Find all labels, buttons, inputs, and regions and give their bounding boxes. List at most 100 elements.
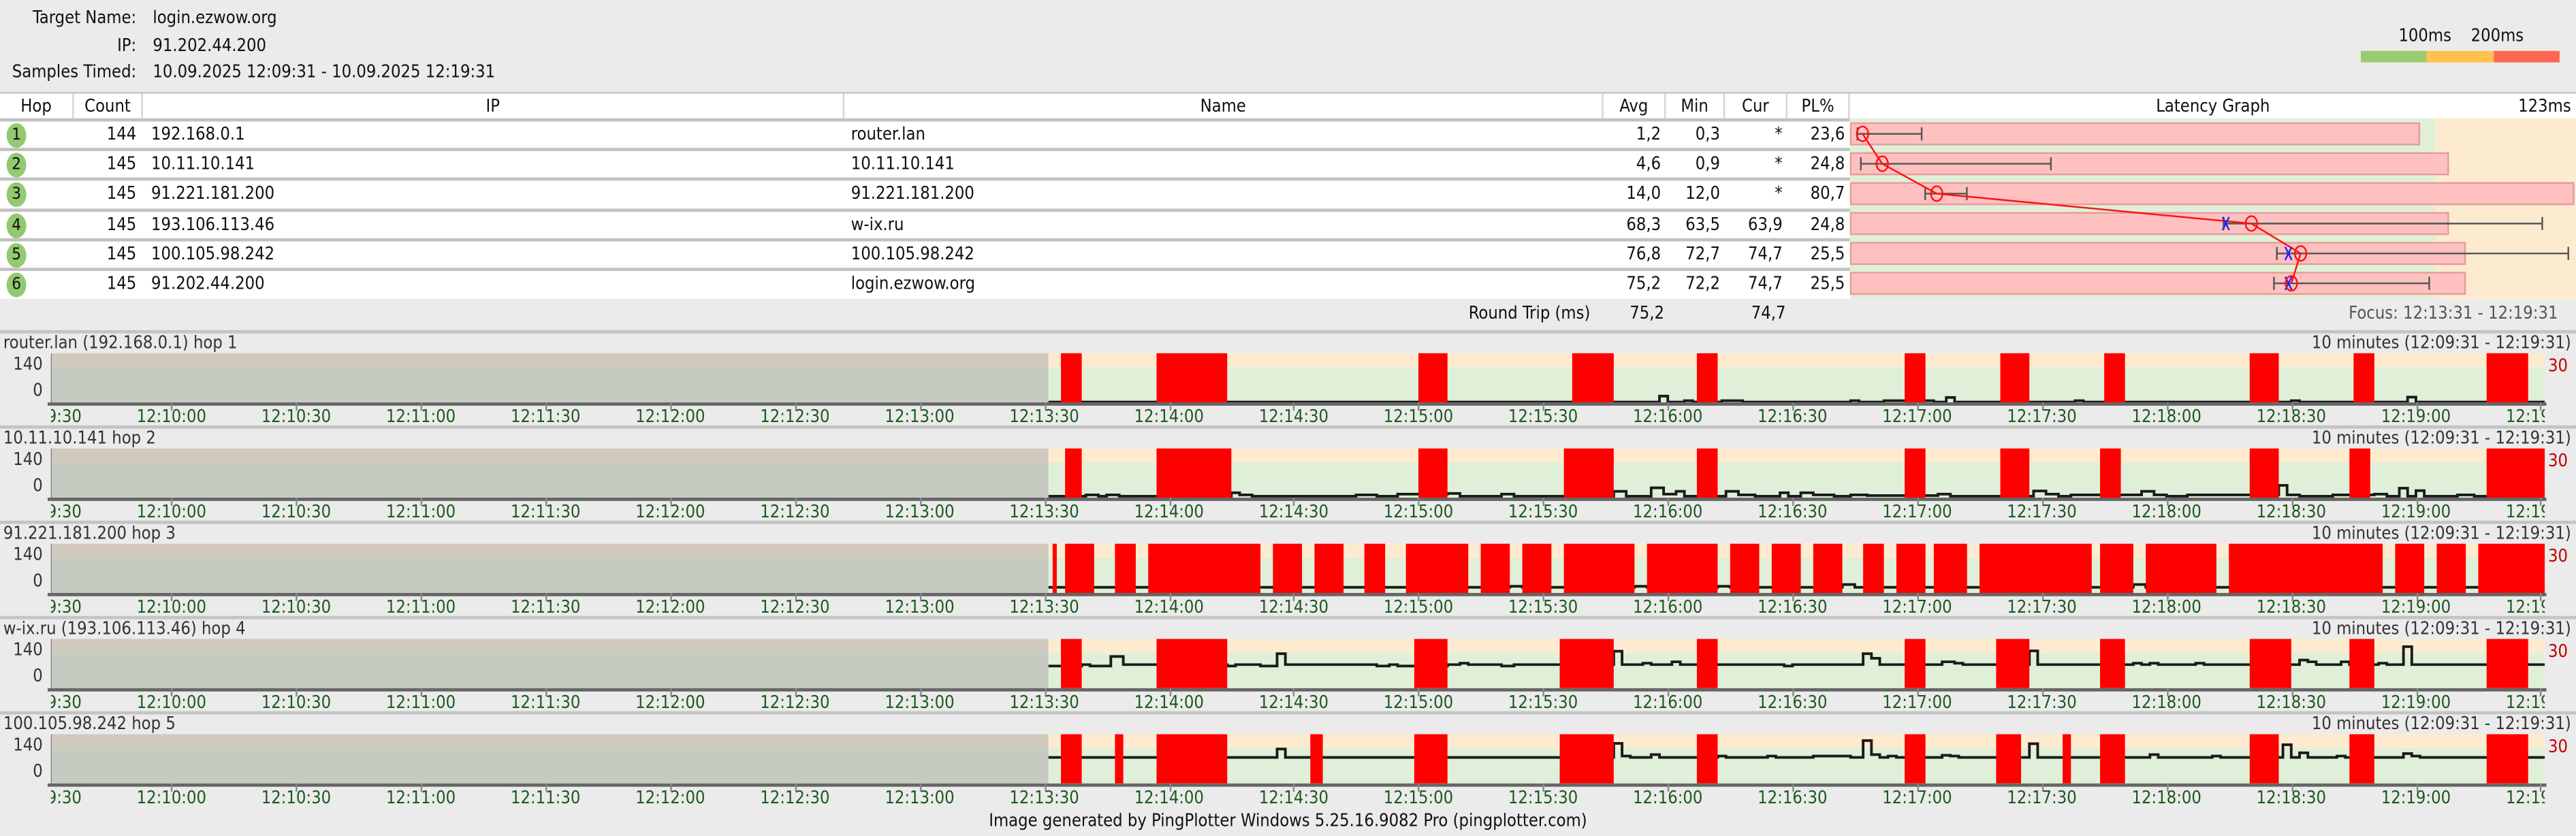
- y-tick-label: 140: [13, 640, 43, 660]
- x-tick-label: 12:10:00: [136, 788, 206, 807]
- x-tick-mark: [296, 592, 298, 602]
- footer-credit: Image generated by PingPlotter Windows 5…: [0, 806, 2576, 836]
- column-min[interactable]: Min: [1666, 93, 1726, 120]
- hop-cur: 74,7: [1747, 244, 1783, 264]
- x-tick-mark: [2415, 783, 2418, 792]
- y-tick-label: 0: [33, 571, 43, 592]
- column-ip[interactable]: IP: [143, 93, 845, 120]
- good-zone: [1048, 653, 2545, 688]
- packet-loss-bar: [1979, 543, 2092, 593]
- x-tick-label: 12:18:30: [2256, 598, 2326, 616]
- x-tick-label: 12:09:30: [51, 502, 82, 521]
- target-name-value: login.ezwow.org: [153, 8, 277, 29]
- hop-pl: 24,8: [1810, 155, 1845, 175]
- packet-loss-bar: [2249, 639, 2291, 688]
- hop-name: 100.105.98.242: [850, 244, 974, 264]
- hop-row[interactable]: 4 145 193.106.113.46 w-ix.ru 68,3 63,5 63,9 24,…: [0, 208, 1850, 238]
- packet-loss-bar: [2100, 543, 2133, 593]
- column-name[interactable]: Name: [844, 93, 1604, 120]
- column-pl[interactable]: PL%: [1787, 93, 1850, 120]
- inactive-zone-good: [50, 367, 1049, 403]
- x-tick-mark: [919, 783, 921, 792]
- hop-pl: 25,5: [1810, 244, 1845, 264]
- warn-zone: [1048, 734, 2545, 749]
- x-tick-mark: [1792, 498, 1794, 507]
- x-tick-mark: [1418, 783, 1420, 792]
- x-tick-mark: [421, 498, 423, 507]
- x-axis-line: [47, 498, 2547, 501]
- latency-timeline-plot[interactable]: [50, 639, 2545, 688]
- x-tick-label: 12:18:00: [2131, 693, 2201, 711]
- column-count[interactable]: Count: [74, 93, 143, 120]
- hop-number-badge: 3: [6, 182, 27, 208]
- legend-200ms-label: 200ms: [2470, 26, 2524, 46]
- hop-number-badge: 5: [6, 242, 27, 268]
- x-tick-mark: [171, 402, 174, 411]
- hop-number-badge: 2: [6, 152, 27, 178]
- column-cur[interactable]: Cur: [1725, 93, 1787, 120]
- latency-timeline-plot[interactable]: [50, 353, 2545, 403]
- latency-timeline-plot[interactable]: [50, 543, 2545, 593]
- x-tick-label: 12:13:00: [885, 693, 955, 711]
- x-tick-mark: [2166, 592, 2169, 602]
- x-tick-mark: [1044, 688, 1047, 696]
- hop-min: 0,3: [1695, 125, 1721, 145]
- x-tick-label: 12:09:30: [51, 693, 82, 711]
- x-tick-label: 12:14:00: [1134, 502, 1204, 521]
- x-tick-mark: [2541, 783, 2543, 792]
- x-tick-label: 12:17:30: [2007, 788, 2077, 807]
- latency-timeline-plot[interactable]: [50, 448, 2545, 498]
- x-tick-label: 12:11:00: [385, 407, 456, 425]
- column-latency-graph[interactable]: Latency Graph: [2156, 97, 2270, 117]
- x-tick-label: 12:18:30: [2256, 788, 2326, 807]
- hop-min: 72,2: [1685, 274, 1721, 294]
- x-tick-label: 12:18:00: [2131, 502, 2201, 521]
- packet-loss-bar: [1310, 734, 1323, 784]
- hop-row[interactable]: 6 145 91.202.44.200 login.ezwow.org 75,2 72,2…: [0, 268, 1850, 298]
- x-tick-label: 12:16:30: [1758, 407, 1828, 425]
- packet-loss-bar: [1148, 543, 1261, 593]
- packet-loss-bar: [1696, 353, 1718, 403]
- hop-row[interactable]: 5 145 100.105.98.242 100.105.98.242 76,8 72,7…: [0, 238, 1850, 268]
- packet-loss-bar: [1996, 639, 2030, 688]
- x-tick-label: 12:12:00: [635, 598, 705, 616]
- packet-loss-bar: [2353, 353, 2374, 403]
- column-hop[interactable]: Hop: [0, 93, 74, 120]
- x-tick-mark: [1543, 402, 1545, 411]
- round-trip-cur: 74,7: [1751, 304, 1786, 324]
- loss-scale-label: 30: [2547, 547, 2569, 567]
- hop-row[interactable]: 3 145 91.221.181.200 91.221.181.200 14,0 12,0…: [0, 178, 1850, 208]
- hop-cur: *: [1775, 125, 1783, 145]
- x-tick-mark: [2166, 688, 2169, 696]
- hop-timeline-panel: 10.11.10.141 hop 2 10 minutes (12:09:31 -…: [0, 425, 2576, 521]
- panel-divider: [0, 520, 2576, 524]
- hop-count: 144: [106, 125, 137, 145]
- x-tick-label: 12:19:00: [2381, 598, 2451, 616]
- hop-number-badge: 6: [6, 272, 27, 298]
- y-tick-label: 0: [33, 666, 43, 687]
- x-tick-label: 12:10:00: [136, 502, 206, 521]
- x-tick-label: 12:13:00: [885, 407, 955, 425]
- legend-good-swatch: [2360, 50, 2427, 63]
- x-tick-mark: [1293, 688, 1296, 696]
- x-tick-label: 12:13:30: [1009, 598, 1079, 616]
- x-tick-label: 12:17:00: [1882, 693, 1952, 711]
- x-tick-mark: [919, 498, 921, 507]
- latency-timeline-plot[interactable]: [50, 734, 2545, 784]
- x-tick-label: 12:13:00: [885, 502, 955, 521]
- x-tick-mark: [2041, 592, 2044, 602]
- hop-row[interactable]: 2 145 10.11.10.141 10.11.10.141 4,6 0,9 * 24,8: [0, 148, 1850, 178]
- avg-latency-circle: [2244, 215, 2258, 232]
- column-avg[interactable]: Avg: [1604, 93, 1666, 120]
- packet-loss-bar: [1156, 639, 1228, 688]
- x-tick-mark: [2415, 592, 2418, 602]
- hop-count: 145: [106, 244, 137, 264]
- packet-loss-bar: [1771, 543, 1801, 593]
- x-tick-mark: [1668, 592, 1670, 602]
- x-tick-label: 12:18:00: [2131, 598, 2201, 616]
- x-tick-label: 12:12:00: [635, 502, 705, 521]
- packet-loss-bar: [2395, 543, 2425, 593]
- x-tick-mark: [795, 688, 797, 696]
- hop-row[interactable]: 1 144 192.168.0.1 router.lan 1,2 0,3 * 23,6: [0, 118, 1850, 148]
